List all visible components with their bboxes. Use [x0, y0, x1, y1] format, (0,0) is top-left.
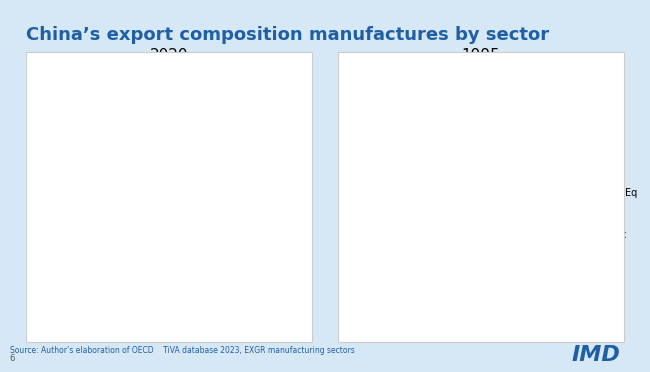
Text: Food: Food: [120, 80, 155, 139]
Text: Chem: Chem: [395, 93, 423, 103]
Wedge shape: [154, 193, 239, 283]
Wedge shape: [402, 104, 481, 193]
Text: 6: 6: [10, 354, 15, 363]
Wedge shape: [140, 105, 169, 193]
Text: Man nec: Man nec: [584, 230, 626, 240]
Text: Text: Text: [368, 249, 387, 259]
Text: Food: Food: [586, 150, 609, 160]
Text: Mach
nec: Mach nec: [497, 247, 539, 311]
Wedge shape: [481, 142, 570, 193]
Wedge shape: [481, 193, 525, 283]
Wedge shape: [481, 104, 543, 193]
Text: Man
nec: Man nec: [66, 107, 127, 155]
Text: Metals: Metals: [518, 236, 586, 283]
Wedge shape: [481, 129, 554, 193]
Text: Source: Author’s elaboration of OECD    TiVA database 2023, EXGR manufacturing s: Source: Author’s elaboration of OECD TiV…: [10, 346, 354, 355]
Wedge shape: [481, 193, 570, 249]
Wedge shape: [80, 189, 169, 240]
Wedge shape: [392, 152, 487, 283]
Text: Metals: Metals: [29, 157, 115, 178]
Wedge shape: [157, 104, 169, 193]
Text: China’s export composition manufactures by sector: China’s export composition manufactures …: [26, 26, 549, 44]
Wedge shape: [169, 104, 258, 250]
Text: Text: Text: [86, 281, 107, 291]
Text: Etronic: Etronic: [523, 85, 557, 95]
Wedge shape: [92, 193, 169, 282]
Wedge shape: [481, 193, 551, 271]
Wedge shape: [91, 119, 169, 193]
Text: Wood: Wood: [524, 116, 593, 157]
Title: 1995: 1995: [462, 48, 501, 63]
Text: Trans .Eq: Trans .Eq: [538, 189, 637, 198]
Text: Mach
nec: Mach nec: [34, 210, 60, 232]
Wedge shape: [119, 109, 169, 193]
Text: IMD: IMD: [572, 344, 621, 365]
Title: 2020: 2020: [150, 48, 188, 63]
Text: Chem: Chem: [209, 293, 237, 303]
Text: Trans .E
q: Trans .E q: [81, 83, 143, 143]
Text: Etronic: Etronic: [270, 140, 304, 150]
Wedge shape: [80, 150, 169, 193]
Wedge shape: [481, 185, 571, 202]
Text: Wood: Wood: [148, 77, 175, 137]
